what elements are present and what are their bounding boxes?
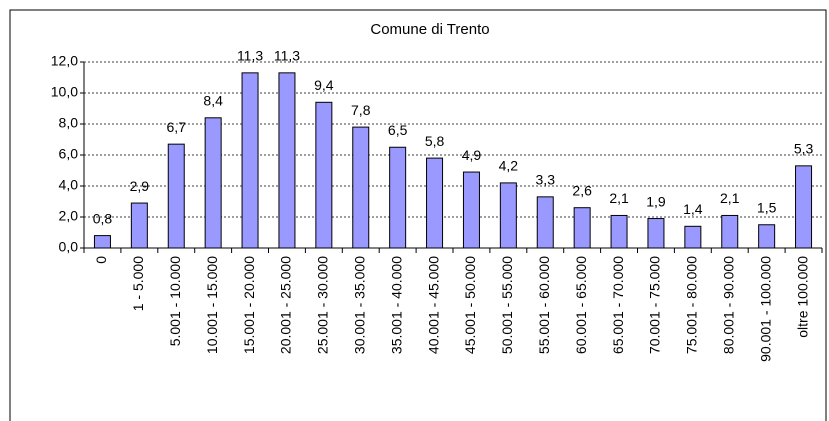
value-label: 2,6 — [572, 182, 592, 198]
value-label: 8,4 — [203, 93, 223, 109]
value-label: 11,3 — [237, 48, 263, 64]
x-tick-label: 50.001 - 55.000 — [499, 256, 515, 354]
x-tick-label: 40.001 - 45.000 — [425, 256, 441, 354]
x-tick-label: 15.001 - 20.000 — [241, 256, 257, 354]
bar — [647, 218, 665, 249]
bar — [684, 225, 702, 249]
y-tick-label: 4,0 — [59, 177, 79, 193]
x-tick-label: 0 — [93, 256, 109, 264]
x-tick-label: 90.001 - 100.000 — [757, 256, 773, 362]
x-tick-label: 30.001 - 35.000 — [351, 256, 367, 354]
value-label: 1,9 — [646, 193, 666, 209]
value-label: 3,3 — [536, 172, 556, 188]
x-tick-label: 35.001 - 40.000 — [388, 256, 404, 354]
y-tick-label: 6,0 — [59, 146, 79, 162]
value-label: 2,9 — [130, 178, 150, 194]
bar — [499, 182, 517, 249]
y-tick-label: 8,0 — [59, 115, 79, 131]
x-tick-label: 55.001 - 60.000 — [536, 256, 552, 354]
value-label: 1,5 — [757, 199, 777, 215]
value-label: 4,9 — [462, 147, 482, 163]
bar — [536, 196, 554, 249]
value-label: 1,4 — [683, 201, 703, 217]
bar — [573, 207, 591, 249]
value-label: 6,7 — [167, 119, 187, 135]
value-label: 4,2 — [499, 158, 519, 174]
bar — [795, 165, 813, 249]
bar — [204, 117, 222, 249]
x-tick-label: 10.001 - 15.000 — [204, 256, 220, 354]
bar — [352, 126, 370, 249]
bar — [758, 224, 776, 249]
bar — [241, 72, 259, 249]
bar — [278, 72, 296, 249]
bar — [426, 157, 444, 249]
y-tick-label: 2,0 — [59, 208, 79, 224]
bar — [315, 101, 333, 249]
bar — [93, 235, 111, 249]
bar — [462, 171, 480, 249]
x-tick-label: 80.001 - 90.000 — [720, 256, 736, 354]
x-tick-label: 5.001 - 10.000 — [167, 256, 183, 347]
chart-title: Comune di Trento — [370, 21, 489, 38]
value-label: 2,1 — [609, 190, 629, 206]
bar — [721, 214, 739, 249]
x-tick-label: 20.001 - 25.000 — [278, 256, 294, 354]
x-tick-label: oltre 100.000 — [794, 256, 810, 338]
bar — [167, 143, 185, 249]
value-label: 5,8 — [425, 133, 445, 149]
y-tick-label: 12,0 — [51, 53, 78, 69]
x-tick-label: 1 - 5.000 — [130, 256, 146, 311]
x-tick-label: 60.001 - 65.000 — [573, 256, 589, 354]
y-tick-label: 10,0 — [51, 84, 78, 100]
value-label: 7,8 — [351, 102, 371, 118]
bar — [389, 146, 407, 249]
bar — [130, 202, 148, 249]
chart-frame — [9, 9, 827, 421]
value-label: 9,4 — [314, 77, 334, 93]
x-tick-label: 25.001 - 30.000 — [315, 256, 331, 354]
value-label: 2,1 — [720, 190, 740, 206]
x-tick-label: 70.001 - 75.000 — [647, 256, 663, 354]
value-label: 5,3 — [794, 141, 814, 157]
bar — [610, 214, 628, 249]
x-tick-label: 45.001 - 50.000 — [462, 256, 478, 354]
value-label: 11,3 — [274, 48, 300, 64]
y-tick-label: 0,0 — [59, 239, 79, 255]
x-tick-label: 75.001 - 80.000 — [684, 256, 700, 354]
x-tick-label: 65.001 - 70.000 — [610, 256, 626, 354]
value-label: 0,8 — [93, 210, 113, 226]
value-label: 6,5 — [388, 122, 408, 138]
